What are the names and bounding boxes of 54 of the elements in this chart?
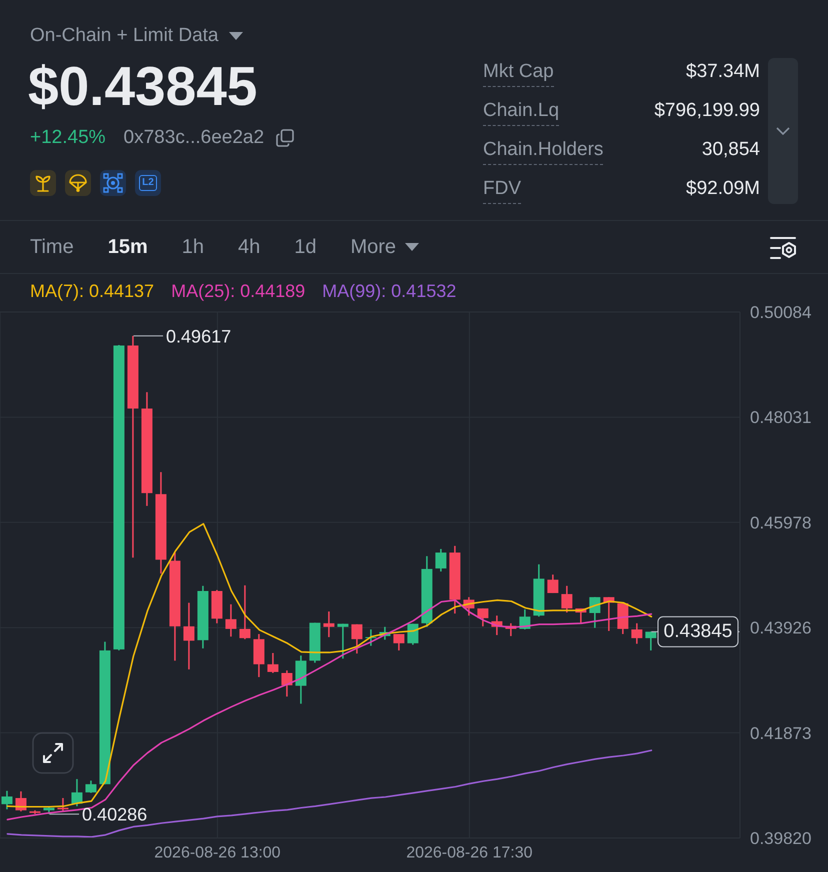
annotation: 0.40286 — [82, 804, 148, 825]
ref-line-label: 0.43845 — [664, 621, 732, 642]
candlestick — [323, 610, 334, 638]
text: 30,854 — [702, 139, 760, 160]
candlestick — [267, 652, 278, 674]
candlestick — [57, 797, 68, 812]
text: +12.45% — [30, 127, 106, 148]
candlestick — [225, 604, 236, 638]
text: Mkt Cap — [483, 61, 554, 82]
text: $796,199.99 — [654, 100, 760, 121]
text: $92.09M — [686, 178, 760, 199]
line-series — [6, 750, 652, 838]
y-tick-label: 0.45978 — [750, 513, 812, 532]
candlestick — [351, 624, 362, 654]
text: 4h — [238, 236, 260, 258]
y-tick-label: 0.39820 — [750, 829, 812, 848]
x-tick-label: 2026-08-26 17:30 — [406, 844, 533, 862]
text: $37.34M — [686, 61, 760, 82]
text: More — [350, 236, 396, 258]
text: 1h — [182, 236, 204, 258]
text: MA(25): 0.44189 — [171, 281, 306, 301]
candlestick — [631, 622, 642, 645]
text: Chain.Lq — [483, 100, 560, 121]
y-tick-label: 0.43926 — [750, 618, 812, 638]
candlestick — [85, 780, 96, 794]
y-tick-label: 0.41873 — [750, 724, 812, 743]
candlestick — [393, 633, 404, 652]
candlestick — [547, 574, 558, 594]
candlestick — [337, 623, 348, 660]
text: MA(7): 0.44137 — [30, 281, 154, 301]
candlestick — [183, 602, 194, 670]
candlestick — [589, 596, 600, 629]
line-series — [6, 599, 652, 820]
text: $0.43845 — [28, 55, 258, 117]
y-tick-label: 0.50084 — [750, 303, 812, 322]
text: 15m — [108, 236, 148, 258]
text: FDV — [483, 178, 521, 199]
candlestick — [435, 548, 446, 572]
text: Time — [30, 236, 74, 258]
candlestick — [239, 584, 250, 640]
text: 1d — [294, 236, 316, 258]
text: On-Chain + Limit Data — [30, 25, 218, 46]
text: 0x783c...6ee2a2 — [124, 127, 264, 148]
text: MA(99): 0.41532 — [322, 281, 456, 301]
annotation: 0.49617 — [166, 326, 232, 346]
candlestick — [1, 790, 12, 810]
candlestick — [645, 630, 656, 652]
text: Chain.Holders — [483, 139, 604, 160]
x-tick-label: 2026-08-26 13:00 — [154, 844, 281, 862]
candlestick — [281, 670, 292, 698]
y-tick-label: 0.48031 — [750, 408, 812, 428]
badge-icon: L2 — [135, 170, 161, 196]
candlestick — [477, 608, 488, 628]
candlestick — [561, 585, 572, 614]
